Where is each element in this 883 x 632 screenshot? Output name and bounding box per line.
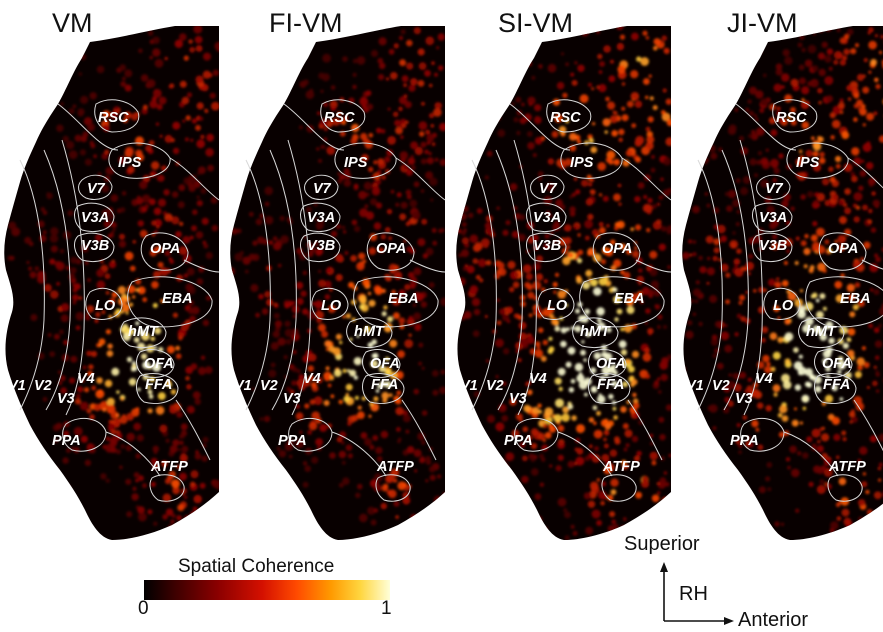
- roi-label-eba: EBA: [614, 291, 645, 307]
- roi-label-ips: IPS: [344, 155, 368, 171]
- roi-label-v1: V1: [686, 378, 704, 394]
- roi-label-eba: EBA: [162, 291, 193, 307]
- roi-label-atfp: ATFP: [376, 459, 414, 475]
- roi-label-hmt: hMT: [806, 324, 837, 340]
- roi-label-atfp: ATFP: [828, 459, 866, 475]
- roi-label-v4: V4: [529, 371, 547, 387]
- flatmap: RSC IPS V7 V3A V3B OPA LO EBA hMT OFA V1 V2 V4 FFA V3 P…: [0, 0, 226, 629]
- roi-label-ppa: PPA: [730, 433, 759, 449]
- roi-label-ips: IPS: [796, 155, 820, 171]
- roi-label-rsc: RSC: [776, 110, 807, 126]
- roi-label-atfp: ATFP: [602, 459, 640, 475]
- flatmap: RSC IPS V7 V3A V3B OPA LO EBA hMT OFA V1 V2 V4 FFA V3 P…: [678, 0, 883, 629]
- roi-label-ofa: OFA: [596, 356, 626, 372]
- roi-label-v7: V7: [765, 181, 784, 197]
- roi-label-ips: IPS: [570, 155, 594, 171]
- roi-label-v3b: V3B: [81, 238, 109, 254]
- roi-label-opa: OPA: [828, 241, 858, 257]
- roi-label-v4: V4: [77, 371, 95, 387]
- roi-label-v3: V3: [735, 391, 753, 407]
- roi-label-hmt: hMT: [128, 324, 159, 340]
- colorbar-max-label: 1: [381, 598, 392, 620]
- colorbar-min-label: 0: [138, 598, 149, 620]
- roi-label-lo: LO: [321, 298, 342, 314]
- roi-label-v4: V4: [303, 371, 321, 387]
- superior-label: Superior: [624, 533, 700, 556]
- roi-label-v3b: V3B: [533, 238, 561, 254]
- roi-label-v7: V7: [87, 181, 106, 197]
- colorbar-title: Spatial Coherence: [178, 556, 334, 578]
- roi-label-ffa: FFA: [145, 377, 172, 393]
- roi-label-v1: V1: [8, 378, 26, 394]
- roi-label-v2: V2: [486, 378, 504, 394]
- roi-label-ffa: FFA: [823, 377, 850, 393]
- roi-label-ppa: PPA: [52, 433, 81, 449]
- roi-label-lo: LO: [547, 298, 568, 314]
- roi-label-v1: V1: [460, 378, 478, 394]
- roi-label-ofa: OFA: [144, 356, 174, 372]
- roi-label-lo: LO: [773, 298, 794, 314]
- roi-label-v3a: V3A: [533, 210, 561, 226]
- roi-label-v3a: V3A: [759, 210, 787, 226]
- roi-label-v3a: V3A: [81, 210, 109, 226]
- roi-label-rsc: RSC: [324, 110, 355, 126]
- roi-label-ppa: PPA: [504, 433, 533, 449]
- roi-label-ips: IPS: [118, 155, 142, 171]
- roi-label-ofa: OFA: [370, 356, 400, 372]
- roi-label-opa: OPA: [602, 241, 632, 257]
- roi-label-v3b: V3B: [307, 238, 335, 254]
- roi-label-lo: LO: [95, 298, 116, 314]
- roi-label-rsc: RSC: [550, 110, 581, 126]
- roi-label-v3: V3: [509, 391, 527, 407]
- roi-label-v2: V2: [712, 378, 730, 394]
- roi-label-hmt: hMT: [354, 324, 385, 340]
- flatmap: RSC IPS V7 V3A V3B OPA LO EBA hMT OFA V1 V2 V4 FFA V3 P…: [226, 0, 452, 629]
- roi-label-v3b: V3B: [759, 238, 787, 254]
- hemisphere-label: RH: [679, 583, 708, 606]
- roi-label-ofa: OFA: [822, 356, 852, 372]
- roi-label-ffa: FFA: [371, 377, 398, 393]
- roi-label-v1: V1: [234, 378, 252, 394]
- roi-label-v3a: V3A: [307, 210, 335, 226]
- roi-label-ffa: FFA: [597, 377, 624, 393]
- roi-label-rsc: RSC: [98, 110, 129, 126]
- roi-label-hmt: hMT: [580, 324, 611, 340]
- roi-label-opa: OPA: [376, 241, 406, 257]
- colorbar: [144, 580, 390, 600]
- roi-label-eba: EBA: [388, 291, 419, 307]
- roi-label-v3: V3: [283, 391, 301, 407]
- roi-label-opa: OPA: [150, 241, 180, 257]
- roi-label-atfp: ATFP: [150, 459, 188, 475]
- roi-label-v2: V2: [34, 378, 52, 394]
- roi-label-v7: V7: [539, 181, 558, 197]
- roi-label-v3: V3: [57, 391, 75, 407]
- roi-label-v4: V4: [755, 371, 773, 387]
- roi-label-v2: V2: [260, 378, 278, 394]
- roi-label-eba: EBA: [840, 291, 871, 307]
- roi-label-v7: V7: [313, 181, 332, 197]
- roi-label-ppa: PPA: [278, 433, 307, 449]
